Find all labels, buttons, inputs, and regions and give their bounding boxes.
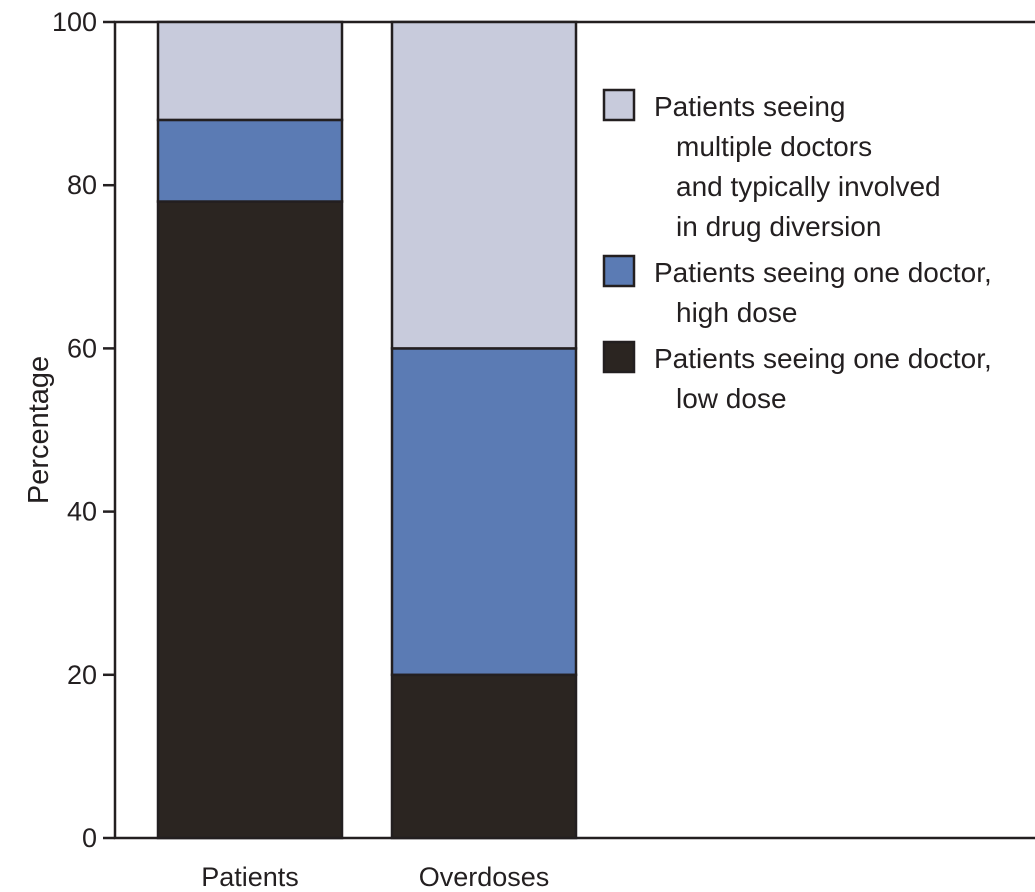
legend-label-line: high dose [676,297,797,328]
bar-segment [156,20,344,122]
y-tick-label: 60 [67,333,97,363]
y-tick-label: 80 [67,170,97,200]
bar-segment [156,200,344,840]
legend-label-line: multiple doctors [676,131,872,162]
y-tick-label: 20 [67,660,97,690]
y-tick-label: 0 [82,823,97,853]
y-axis-title: Percentage [23,356,55,504]
legend-label-line: low dose [676,383,787,414]
bar-segment [390,347,578,677]
legend-label-line: Patients seeing one doctor, [654,343,992,374]
y-tick-label: 40 [67,497,97,527]
legend-swatch [602,254,636,288]
legend-swatch [602,340,636,374]
bar-segment [390,673,578,840]
legend-label-line: in drug diversion [676,211,881,242]
x-axis: Patients Overdoses [201,862,549,892]
bar-segment [156,118,344,203]
legend-label-line: Patients seeing [654,91,845,122]
x-category-label: Patients [201,862,299,892]
legend: Patients seeing multiple doctors and typic… [602,88,992,414]
bars [156,20,578,840]
y-axis: 0 20 40 60 80 100 [52,7,115,853]
legend-label-line: and typically involved [676,171,941,202]
legend-label-line: Patients seeing one doctor, [654,257,992,288]
bar-segment [390,20,578,350]
y-tick-label: 100 [52,7,97,37]
x-category-label: Overdoses [419,862,550,892]
legend-swatch [602,88,636,122]
